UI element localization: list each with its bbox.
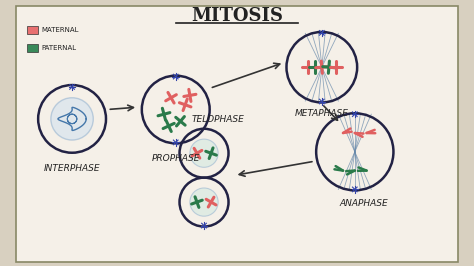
Text: PROPHASE: PROPHASE [152,154,200,163]
FancyBboxPatch shape [16,6,458,262]
Text: INTERPHASE: INTERPHASE [44,164,100,173]
Text: MATERNAL: MATERNAL [41,27,79,33]
Text: METAPHASE: METAPHASE [295,110,349,118]
Circle shape [190,139,218,167]
Text: PATERNAL: PATERNAL [41,45,77,51]
Text: TELOPHASE: TELOPHASE [191,115,245,124]
Text: MITOSIS: MITOSIS [191,7,283,26]
Text: ANAPHASE: ANAPHASE [340,199,389,208]
Circle shape [190,188,218,216]
FancyBboxPatch shape [27,26,37,34]
Circle shape [51,98,93,140]
FancyBboxPatch shape [27,44,37,52]
